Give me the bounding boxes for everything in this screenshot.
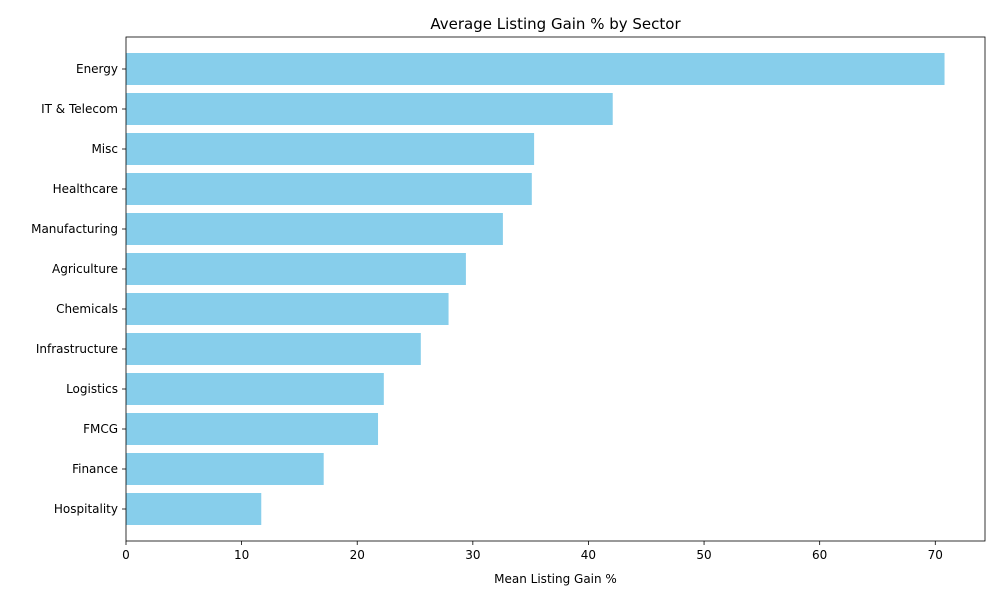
y-tick-label-1: IT & Telecom <box>41 102 118 116</box>
y-tick-label-10: Finance <box>72 462 118 476</box>
chart-title: Average Listing Gain % by Sector <box>430 15 681 33</box>
bar-7 <box>126 333 421 365</box>
y-tick-label-11: Hospitality <box>54 502 118 516</box>
bar-10 <box>126 453 324 485</box>
x-tick-label-1: 10 <box>234 548 249 562</box>
y-tick-label-3: Healthcare <box>53 182 118 196</box>
y-tick-label-4: Manufacturing <box>31 222 118 236</box>
y-tick-label-0: Energy <box>76 62 118 76</box>
bar-5 <box>126 253 466 285</box>
bar-2 <box>126 133 535 165</box>
bar-11 <box>126 493 262 525</box>
bar-8 <box>126 373 384 405</box>
bar-9 <box>126 413 379 445</box>
y-ticks-layer: Energy IT & Telecom Misc Healthcare Manufact… <box>31 62 126 516</box>
bar-3 <box>126 173 532 205</box>
y-tick-label-7: Infrastructure <box>36 342 118 356</box>
y-tick-label-6: Chemicals <box>56 302 118 316</box>
y-tick-label-9: FMCG <box>83 422 118 436</box>
x-tick-label-5: 50 <box>696 548 711 562</box>
y-tick-label-2: Misc <box>91 142 118 156</box>
x-ticks-layer: 0 10 20 30 40 50 60 70 <box>122 541 943 562</box>
x-tick-label-7: 70 <box>928 548 943 562</box>
bars-layer <box>126 53 945 525</box>
x-tick-label-6: 60 <box>812 548 827 562</box>
bar-0 <box>126 53 945 85</box>
x-tick-label-3: 30 <box>465 548 480 562</box>
x-axis-title: Mean Listing Gain % <box>494 572 617 586</box>
y-tick-label-5: Agriculture <box>52 262 118 276</box>
y-tick-label-8: Logistics <box>66 382 118 396</box>
plot-frame <box>125 36 986 542</box>
x-tick-label-2: 20 <box>350 548 365 562</box>
bar-6 <box>126 293 449 325</box>
bar-1 <box>126 93 613 125</box>
bar-4 <box>126 213 503 245</box>
x-tick-label-4: 40 <box>581 548 596 562</box>
axes-layer <box>125 36 986 542</box>
x-tick-label-0: 0 <box>122 548 130 562</box>
